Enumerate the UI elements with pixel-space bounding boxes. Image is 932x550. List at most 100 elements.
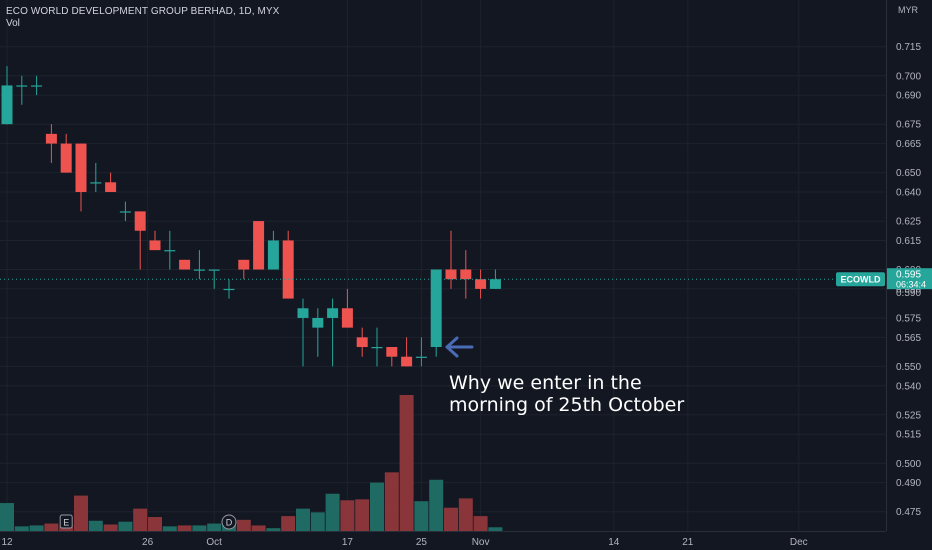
candle-body [430, 269, 442, 348]
symbol-tag-box [836, 272, 885, 287]
volume-bar [59, 526, 74, 531]
y-tick-label: 0.490 [896, 478, 921, 489]
volume-bar [148, 517, 162, 531]
symbol-tag-label: ECOWLD [841, 275, 881, 285]
candle-body [223, 288, 235, 291]
price-tag-box [887, 268, 932, 290]
candle-body [105, 182, 117, 193]
volume-bar [133, 508, 148, 531]
y-tick-label: 0.540 [896, 381, 921, 392]
y-tick-label: 0.550 [896, 362, 921, 373]
candle-body [90, 182, 102, 184]
x-tick-label: Nov [472, 537, 490, 548]
candle-body [119, 211, 131, 213]
x-tick-label: Dec [790, 537, 808, 548]
candle-body [16, 85, 28, 87]
candle-body [415, 356, 427, 358]
volume-bar [414, 501, 429, 531]
candle-body [386, 347, 398, 357]
volume-bar [0, 503, 14, 531]
volume-bar [162, 526, 177, 531]
y-tick-label: 0.690 [896, 91, 921, 102]
volume-label: Vol [6, 18, 20, 29]
candle-body [327, 308, 339, 318]
candle-body [1, 85, 13, 125]
y-tick-label: 0.640 [896, 188, 921, 199]
candle-body [297, 308, 309, 318]
price-tag-value: 0.595 [896, 270, 921, 281]
volume-bar [44, 523, 59, 531]
volume-bar [192, 525, 207, 531]
candle-body [341, 308, 353, 328]
candle-body [45, 133, 57, 144]
candle-body [267, 240, 279, 270]
volume-bar [251, 525, 266, 531]
candle-body [253, 221, 265, 270]
candle-body [208, 269, 220, 271]
annotation-text: Why we enter in the morning of 25th Octo… [449, 372, 685, 416]
volume-bar [429, 479, 444, 531]
candle-body [371, 347, 383, 349]
candle-body [445, 269, 457, 280]
y-tick-label: 0.500 [896, 459, 921, 470]
candle-body [489, 279, 501, 289]
candle-body [401, 356, 413, 367]
volume-bar [118, 521, 133, 531]
candle-body [164, 250, 176, 252]
y-tick-label: 0.475 [896, 507, 921, 518]
volume-bar [488, 527, 503, 531]
volume-bar [370, 482, 384, 531]
earnings-marker [59, 514, 73, 529]
volume-bar [310, 512, 325, 531]
x-tick-label: 12 [1, 537, 13, 548]
x-tick-label: 14 [608, 537, 620, 548]
y-tick-label: 0.575 [896, 313, 921, 324]
candle-body [356, 337, 368, 348]
candle-body [60, 143, 72, 173]
y-tick-label: 0.525 [896, 410, 921, 421]
volume-bar [177, 525, 192, 531]
y-tick-label: 0.615 [896, 236, 921, 247]
y-tick-label: 0.625 [896, 217, 921, 228]
price-tag-ghost-label: 0.590 [896, 288, 921, 299]
candle-body [75, 143, 87, 193]
volume-bar [266, 528, 281, 531]
volume-bar [74, 495, 88, 531]
candle-body [179, 259, 191, 270]
volume-bar [281, 516, 296, 531]
candle-body [193, 269, 205, 271]
candle-body [475, 279, 487, 289]
y-tick-label: 0.675 [896, 120, 921, 131]
candle-body [134, 211, 146, 231]
volume-bar [473, 516, 488, 531]
y-tick-label: 0.650 [896, 168, 921, 179]
volume-bar [399, 395, 414, 531]
y-tick-label: 0.665 [896, 139, 921, 150]
candle-body [460, 269, 472, 280]
volume-bar [340, 500, 355, 531]
event-marker-label: E [63, 518, 69, 528]
volume-bar [14, 526, 29, 531]
candle-body [282, 240, 294, 299]
x-tick-label: 26 [142, 537, 154, 548]
price-tag-countdown: 06:34:4 [896, 280, 926, 290]
candle-body [238, 259, 250, 270]
y-tick-label: 0.565 [896, 333, 921, 344]
volume-bar [355, 499, 370, 531]
x-tick-label: Oct [206, 537, 222, 548]
y-tick-label: 0.715 [896, 42, 921, 53]
volume-bar [444, 507, 458, 531]
y-tick-label: 0.515 [896, 430, 921, 441]
chart-title: ECO WORLD DEVELOPMENT GROUP BERHAD, 1D, … [6, 6, 280, 17]
x-tick-label: 25 [416, 537, 428, 548]
volume-bar [325, 493, 340, 531]
volume-bar [207, 523, 222, 531]
x-tick-label: 17 [342, 537, 354, 548]
candle-body [31, 85, 43, 87]
candle-body [149, 240, 161, 251]
y-tick-label: 0.700 [896, 71, 921, 82]
currency-label: MYR [898, 5, 918, 15]
volume-bar [296, 508, 310, 531]
event-marker-label: D [226, 518, 233, 528]
